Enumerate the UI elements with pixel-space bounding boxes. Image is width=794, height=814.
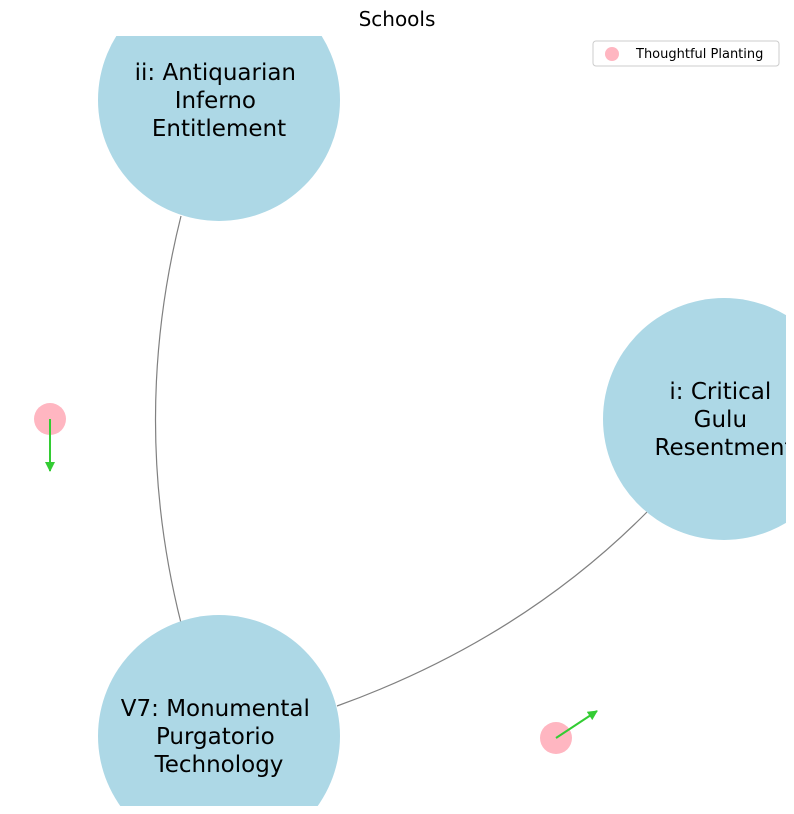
edge bbox=[336, 511, 648, 707]
label-line: V7: Monumental bbox=[121, 696, 310, 722]
legend-box bbox=[592, 40, 780, 67]
label-line: Purgatorio bbox=[156, 724, 275, 750]
label-line: Entitlement bbox=[152, 116, 286, 142]
label-line: Technology bbox=[154, 752, 284, 778]
label-line: Gulu bbox=[694, 407, 747, 433]
node bbox=[603, 298, 786, 540]
label-line: Resentment bbox=[655, 435, 794, 461]
node-label: V7: Monumental Purgatorio Technology bbox=[121, 696, 317, 778]
legend-label: Thoughtful Planting bbox=[635, 47, 763, 62]
title: Schools bbox=[359, 7, 436, 31]
node bbox=[98, 615, 340, 806]
legend: Thoughtful Planting bbox=[592, 40, 780, 67]
node-label: i: Critical Gulu Resentment bbox=[655, 379, 794, 461]
legend-marker bbox=[605, 47, 619, 61]
arrow bbox=[555, 710, 598, 739]
label-line: i: Critical bbox=[669, 379, 771, 405]
label-line: Inferno bbox=[175, 88, 256, 114]
node-label: ii: Antiquarian Inferno Entitlement bbox=[135, 60, 304, 142]
edge bbox=[154, 215, 182, 624]
node bbox=[98, 36, 340, 221]
label-line: ii: Antiquarian bbox=[135, 60, 296, 86]
